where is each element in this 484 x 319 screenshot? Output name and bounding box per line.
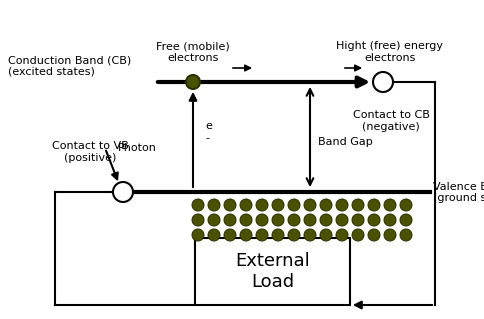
- Circle shape: [351, 229, 363, 241]
- Circle shape: [372, 72, 392, 92]
- Circle shape: [383, 214, 395, 226]
- Circle shape: [303, 199, 316, 211]
- Circle shape: [399, 199, 411, 211]
- Circle shape: [399, 214, 411, 226]
- Circle shape: [113, 182, 133, 202]
- Circle shape: [224, 199, 236, 211]
- Bar: [195, 238, 349, 305]
- Circle shape: [256, 199, 268, 211]
- Circle shape: [335, 199, 348, 211]
- Circle shape: [256, 229, 268, 241]
- Circle shape: [319, 214, 332, 226]
- Circle shape: [335, 229, 348, 241]
- Circle shape: [319, 229, 332, 241]
- Text: e
-: e -: [205, 121, 212, 143]
- Circle shape: [272, 214, 284, 226]
- Circle shape: [287, 229, 300, 241]
- Text: Band Gap: Band Gap: [318, 137, 372, 147]
- Circle shape: [208, 199, 220, 211]
- Circle shape: [335, 214, 348, 226]
- Circle shape: [367, 229, 379, 241]
- Circle shape: [351, 199, 363, 211]
- Circle shape: [303, 214, 316, 226]
- Text: Contact to VB
(positive): Contact to VB (positive): [51, 141, 128, 163]
- Text: External
Load: External Load: [235, 252, 309, 291]
- Text: Free (mobile)
electrons: Free (mobile) electrons: [156, 41, 229, 63]
- Circle shape: [383, 199, 395, 211]
- Circle shape: [208, 229, 220, 241]
- Text: Photon: Photon: [118, 143, 156, 153]
- Circle shape: [383, 229, 395, 241]
- Circle shape: [192, 199, 204, 211]
- Text: Hight (free) energy
electrons: Hight (free) energy electrons: [336, 41, 442, 63]
- Circle shape: [367, 214, 379, 226]
- Circle shape: [240, 199, 252, 211]
- Circle shape: [287, 199, 300, 211]
- Circle shape: [186, 75, 199, 89]
- Circle shape: [192, 229, 204, 241]
- Circle shape: [240, 229, 252, 241]
- Circle shape: [208, 214, 220, 226]
- Circle shape: [399, 229, 411, 241]
- Circle shape: [351, 214, 363, 226]
- Circle shape: [224, 229, 236, 241]
- Circle shape: [319, 199, 332, 211]
- Circle shape: [272, 199, 284, 211]
- Text: Conduction Band (CB)
(excited states): Conduction Band (CB) (excited states): [8, 56, 131, 77]
- Circle shape: [192, 214, 204, 226]
- Circle shape: [272, 229, 284, 241]
- Text: Contact to CB
(negative): Contact to CB (negative): [352, 110, 428, 132]
- Circle shape: [240, 214, 252, 226]
- Circle shape: [256, 214, 268, 226]
- Text: Valence Band (VB)
(ground states): Valence Band (VB) (ground states): [432, 181, 484, 203]
- Circle shape: [303, 229, 316, 241]
- Circle shape: [287, 214, 300, 226]
- Circle shape: [224, 214, 236, 226]
- Circle shape: [367, 199, 379, 211]
